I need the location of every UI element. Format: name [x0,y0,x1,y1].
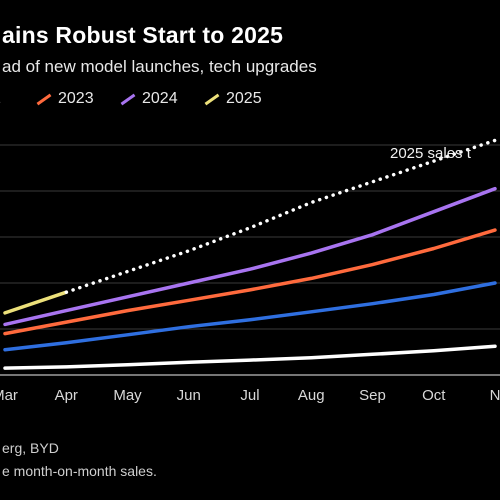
x-tick-label: Mar [0,387,18,404]
legend-item: 2 [0,90,1,108]
chart-title: ains Robust Start to 2025 [2,22,284,48]
legend-label: 2025 [226,90,262,107]
series-line [3,290,69,315]
legend: 2 2023 2024 2025 [0,90,500,110]
footnote: e month-on-month sales. [2,463,157,479]
chart-subtitle: ad of new model launches, tech upgrades [2,57,317,76]
x-tick-label: Apr [55,387,78,404]
x-tick-label: N [490,387,500,404]
series-line-2025-target [64,138,497,294]
x-tick-label: Jun [177,387,201,404]
annotation-label: 2025 sales t [390,145,472,162]
line-chart: Mar Apr May Jun Jul Aug Sep Oct N 2025 sales t [0,138,500,404]
series-line [3,344,497,370]
series-line [3,186,497,327]
series-line [3,281,497,352]
legend-label: 2024 [142,90,178,107]
legend-label: 2023 [58,90,94,107]
legend-item: 2025 [204,90,262,108]
legend-swatch [204,93,220,105]
legend-item: 2024 [120,90,178,108]
x-tick-label: Sep [359,387,386,404]
x-tick-label: Oct [422,387,446,404]
legend-swatch [36,93,52,105]
x-tick-label: May [113,387,142,404]
x-tick-label: Aug [298,387,325,404]
legend-label: 2 [0,90,1,108]
legend-item: 2023 [36,90,94,108]
x-tick-label: Jul [240,387,259,404]
source-note: erg, BYD [2,440,59,456]
legend-swatch [120,93,136,105]
series-line [3,228,497,336]
